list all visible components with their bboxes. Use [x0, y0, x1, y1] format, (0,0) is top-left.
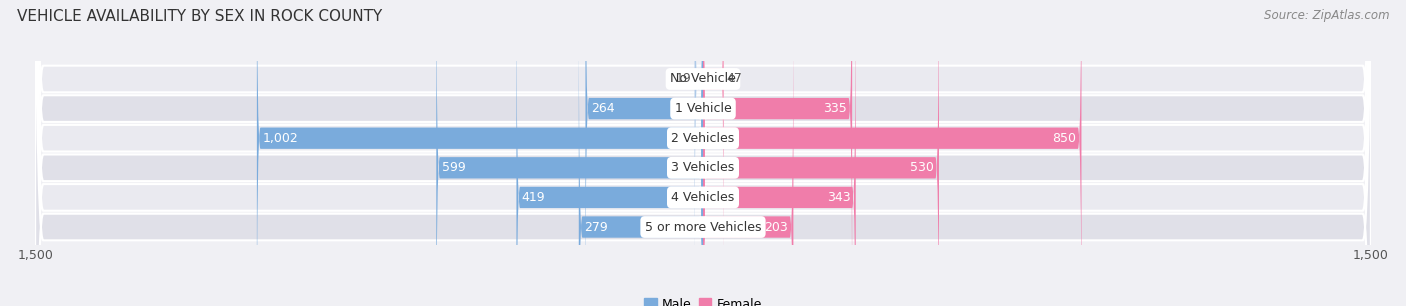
FancyBboxPatch shape: [35, 0, 1371, 306]
Text: 203: 203: [765, 221, 787, 233]
FancyBboxPatch shape: [516, 0, 703, 306]
FancyBboxPatch shape: [695, 0, 703, 305]
Text: 419: 419: [522, 191, 546, 204]
Text: 335: 335: [823, 102, 846, 115]
Text: 47: 47: [727, 73, 742, 85]
Text: 1 Vehicle: 1 Vehicle: [675, 102, 731, 115]
FancyBboxPatch shape: [703, 0, 1081, 306]
FancyBboxPatch shape: [35, 0, 1371, 306]
Text: 2 Vehicles: 2 Vehicles: [672, 132, 734, 145]
FancyBboxPatch shape: [703, 0, 724, 305]
Text: 5 or more Vehicles: 5 or more Vehicles: [645, 221, 761, 233]
FancyBboxPatch shape: [703, 1, 793, 306]
FancyBboxPatch shape: [35, 0, 1371, 306]
FancyBboxPatch shape: [579, 1, 703, 306]
FancyBboxPatch shape: [703, 0, 856, 306]
Text: 19: 19: [676, 73, 692, 85]
Text: 3 Vehicles: 3 Vehicles: [672, 161, 734, 174]
Text: 343: 343: [827, 191, 851, 204]
Text: 4 Vehicles: 4 Vehicles: [672, 191, 734, 204]
Legend: Male, Female: Male, Female: [640, 293, 766, 306]
FancyBboxPatch shape: [35, 0, 1371, 306]
Text: 1,002: 1,002: [262, 132, 298, 145]
FancyBboxPatch shape: [35, 0, 1371, 306]
Text: 599: 599: [441, 161, 465, 174]
FancyBboxPatch shape: [703, 0, 939, 306]
Text: Source: ZipAtlas.com: Source: ZipAtlas.com: [1264, 9, 1389, 22]
FancyBboxPatch shape: [35, 0, 1371, 306]
Text: No Vehicle: No Vehicle: [671, 73, 735, 85]
Text: 279: 279: [583, 221, 607, 233]
Text: 850: 850: [1052, 132, 1076, 145]
Text: VEHICLE AVAILABILITY BY SEX IN ROCK COUNTY: VEHICLE AVAILABILITY BY SEX IN ROCK COUN…: [17, 9, 382, 24]
Text: 530: 530: [910, 161, 934, 174]
FancyBboxPatch shape: [436, 0, 703, 306]
FancyBboxPatch shape: [703, 0, 852, 306]
Text: 264: 264: [591, 102, 614, 115]
FancyBboxPatch shape: [585, 0, 703, 306]
FancyBboxPatch shape: [257, 0, 703, 306]
